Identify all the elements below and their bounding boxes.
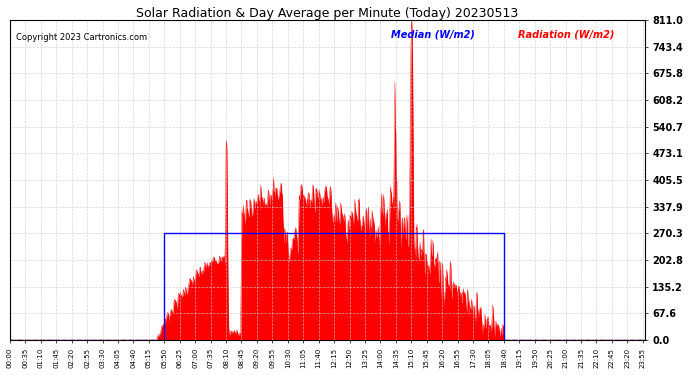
Text: Copyright 2023 Cartronics.com: Copyright 2023 Cartronics.com (17, 33, 148, 42)
Text: Median (W/m2): Median (W/m2) (391, 30, 475, 39)
Title: Solar Radiation & Day Average per Minute (Today) 20230513: Solar Radiation & Day Average per Minute… (136, 7, 518, 20)
Text: Radiation (W/m2): Radiation (W/m2) (518, 30, 614, 39)
